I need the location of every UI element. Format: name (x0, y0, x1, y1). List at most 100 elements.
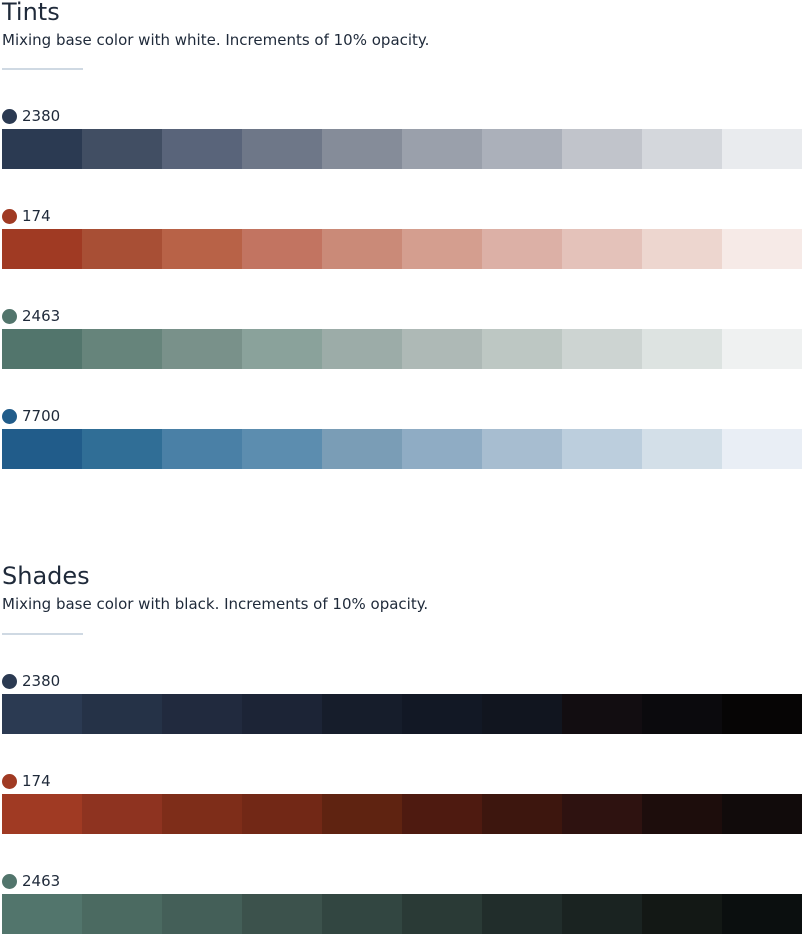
divider (2, 633, 83, 635)
swatch-strip (2, 794, 802, 834)
swatch-name: 7700 (22, 407, 61, 425)
color-swatch (562, 329, 642, 369)
color-swatch (162, 794, 242, 834)
color-dot-icon (2, 673, 17, 689)
color-dot-icon (2, 208, 17, 224)
color-dot-icon (2, 308, 17, 324)
color-swatch (402, 429, 482, 469)
color-swatch (642, 894, 722, 934)
color-swatch (482, 694, 562, 734)
color-swatch (322, 429, 402, 469)
color-swatch (162, 329, 242, 369)
color-swatch (562, 429, 642, 469)
color-swatch (82, 129, 162, 169)
color-swatch (562, 694, 642, 734)
color-swatch (242, 894, 322, 934)
color-swatch (322, 794, 402, 834)
color-swatch (242, 429, 322, 469)
swatch-label: 2380 (2, 107, 60, 125)
color-swatch (482, 429, 562, 469)
color-swatch (482, 894, 562, 934)
swatch-name: 174 (22, 207, 51, 225)
swatch-label: 2380 (2, 672, 60, 690)
shades-section: Shades Mixing base color with black. Inc… (2, 562, 802, 934)
color-swatch (242, 329, 322, 369)
color-swatch (82, 229, 162, 269)
swatch-name: 174 (22, 772, 51, 790)
swatch-name: 2380 (22, 672, 61, 690)
color-swatch (482, 129, 562, 169)
color-swatch (242, 794, 322, 834)
swatch-strip (2, 429, 802, 469)
swatch-label: 7700 (2, 407, 60, 425)
color-swatch (242, 129, 322, 169)
color-swatch (482, 329, 562, 369)
color-swatch (82, 429, 162, 469)
swatch-strip (2, 129, 802, 169)
color-swatch (402, 694, 482, 734)
color-swatch (2, 129, 82, 169)
color-swatch (82, 329, 162, 369)
divider (2, 68, 83, 70)
swatch-strip (2, 229, 802, 269)
color-swatch (2, 894, 82, 934)
color-swatch (402, 129, 482, 169)
color-swatch (722, 229, 802, 269)
color-swatch (82, 794, 162, 834)
color-swatch (722, 429, 802, 469)
color-swatch (642, 329, 722, 369)
color-dot-icon (2, 408, 17, 424)
color-swatch (642, 429, 722, 469)
section-title: Shades (2, 562, 90, 590)
color-swatch (642, 694, 722, 734)
color-swatch (642, 229, 722, 269)
color-swatch (482, 794, 562, 834)
section-description: Mixing base color with white. Increments… (2, 31, 430, 49)
color-swatch (2, 329, 82, 369)
color-swatch (562, 129, 642, 169)
color-swatch (722, 794, 802, 834)
swatch-label: 174 (2, 207, 51, 225)
color-dot-icon (2, 873, 17, 889)
color-swatch (82, 694, 162, 734)
color-swatch (242, 229, 322, 269)
color-swatch (2, 429, 82, 469)
color-swatch (722, 129, 802, 169)
color-swatch (322, 329, 402, 369)
color-swatch (722, 694, 802, 734)
color-swatch (162, 229, 242, 269)
color-swatch (642, 794, 722, 834)
swatch-name: 2380 (22, 107, 61, 125)
color-swatch (402, 229, 482, 269)
section-title: Tints (2, 0, 60, 26)
color-dot-icon (2, 108, 17, 124)
swatch-name: 2463 (22, 307, 61, 325)
color-swatch (562, 229, 642, 269)
color-swatch (482, 229, 562, 269)
color-swatch (562, 894, 642, 934)
swatch-strip (2, 329, 802, 369)
swatch-strip (2, 894, 802, 934)
swatch-label: 174 (2, 772, 51, 790)
color-swatch (162, 429, 242, 469)
color-swatch (402, 329, 482, 369)
color-swatch (322, 229, 402, 269)
swatch-strip (2, 694, 802, 734)
swatch-label: 2463 (2, 307, 60, 325)
color-swatch (562, 794, 642, 834)
color-swatch (82, 894, 162, 934)
swatch-label: 2463 (2, 872, 60, 890)
color-swatch (162, 129, 242, 169)
color-swatch (2, 229, 82, 269)
color-swatch (402, 894, 482, 934)
color-swatch (162, 694, 242, 734)
color-swatch (322, 129, 402, 169)
color-swatch (402, 794, 482, 834)
tints-section: Tints Mixing base color with white. Incr… (2, 0, 802, 469)
color-swatch (722, 329, 802, 369)
color-swatch (242, 694, 322, 734)
section-description: Mixing base color with black. Increments… (2, 595, 429, 613)
color-swatch (642, 129, 722, 169)
color-swatch (2, 794, 82, 834)
color-swatch (322, 694, 402, 734)
